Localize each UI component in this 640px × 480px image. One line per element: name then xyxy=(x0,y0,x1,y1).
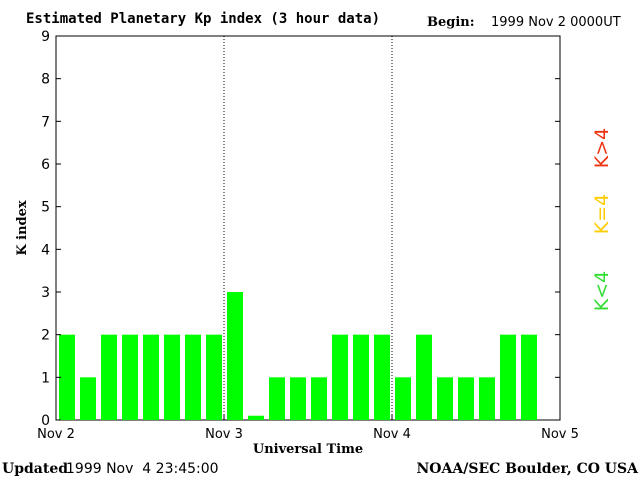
kp-bar xyxy=(437,377,453,420)
kp-bar xyxy=(311,377,327,420)
y-tick-label: 5 xyxy=(41,200,50,216)
updated-value: 1999 Nov 4 23:45:00 xyxy=(66,461,219,477)
x-tick-label: Nov 3 xyxy=(205,427,243,442)
kp-bar xyxy=(458,377,474,420)
kp-bar xyxy=(269,377,285,420)
kp-bar xyxy=(227,292,243,420)
legend-k-less-4: K<4 xyxy=(591,271,613,311)
kp-bar xyxy=(290,377,306,420)
y-tick-label: 1 xyxy=(41,370,50,386)
y-tick-label: 0 xyxy=(41,413,50,429)
credit-text: NOAA/SEC Boulder, CO USA xyxy=(417,461,640,477)
kp-bar xyxy=(500,334,516,420)
kp-bar xyxy=(479,377,495,420)
y-tick-label: 2 xyxy=(41,328,50,344)
kp-bar xyxy=(101,334,117,420)
y-tick-label: 7 xyxy=(41,114,50,130)
kp-bar xyxy=(332,334,348,420)
kp-bar xyxy=(80,377,96,420)
kp-bar xyxy=(185,334,201,420)
kp-bar xyxy=(206,334,222,420)
legend-k-greater-4: K>4 xyxy=(591,128,613,168)
kp-bar xyxy=(59,334,75,420)
y-tick-label: 8 xyxy=(41,72,50,88)
kp-bar xyxy=(164,334,180,420)
y-tick-label: 9 xyxy=(41,29,50,45)
kp-bar xyxy=(521,334,537,420)
kp-bar xyxy=(374,334,390,420)
kp-bar xyxy=(143,334,159,420)
kp-bar xyxy=(122,334,138,420)
begin-label: Begin: xyxy=(427,15,475,30)
chart-title: Estimated Planetary Kp index (3 hour dat… xyxy=(26,11,380,27)
kp-bar xyxy=(416,334,432,420)
legend-k-equal-4: K=4 xyxy=(591,194,613,234)
x-tick-label: Nov 5 xyxy=(541,427,579,442)
x-tick-label: Nov 4 xyxy=(373,427,411,442)
updated-label: Updated xyxy=(2,461,68,477)
kp-bar xyxy=(395,377,411,420)
begin-value: 1999 Nov 2 0000UT xyxy=(491,15,621,30)
y-tick-label: 3 xyxy=(41,285,50,301)
y-axis-label: K index xyxy=(15,200,30,256)
y-tick-label: 4 xyxy=(41,242,50,258)
y-tick-label: 6 xyxy=(41,157,50,173)
kp-bar xyxy=(353,334,369,420)
kp-bar xyxy=(248,415,264,420)
x-tick-label: Nov 2 xyxy=(37,427,75,442)
plot-frame xyxy=(55,35,561,421)
x-axis-label: Universal Time xyxy=(253,442,363,457)
